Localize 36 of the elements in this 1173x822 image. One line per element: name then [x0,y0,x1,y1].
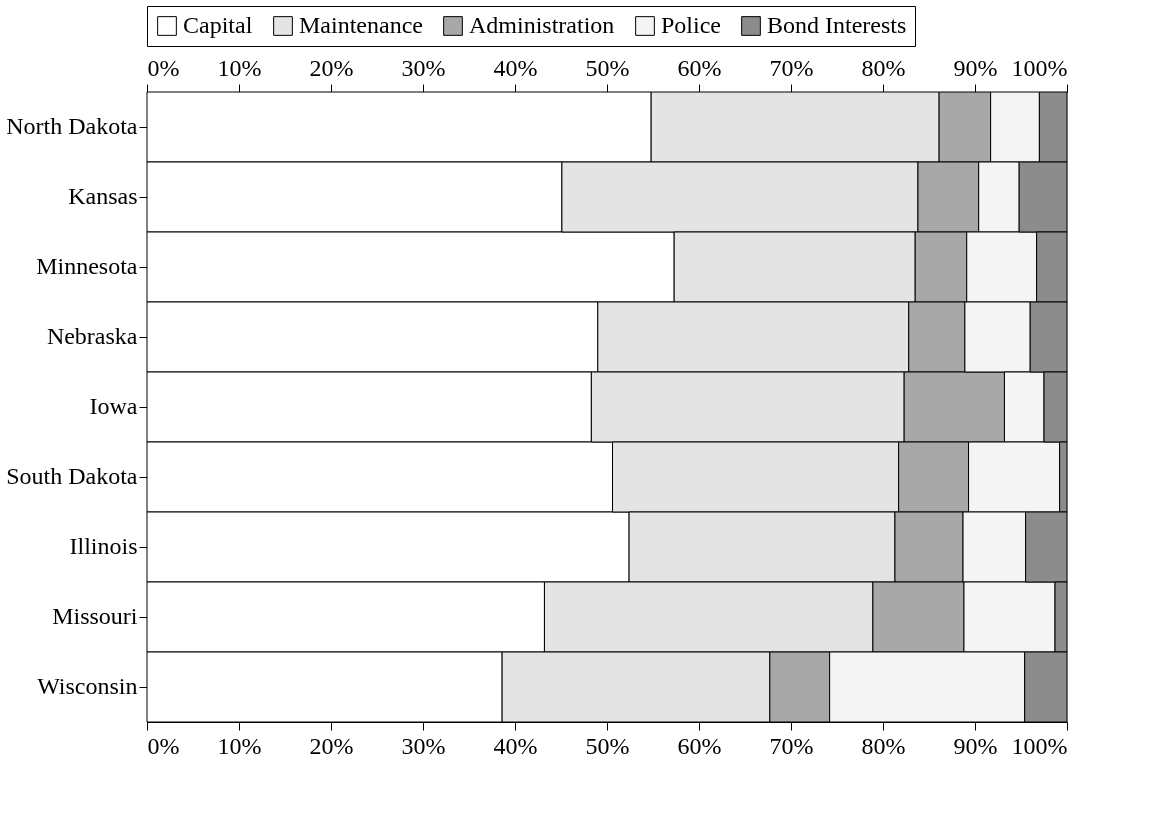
x2-tick-label: 0% [147,54,180,81]
x-tick-label: 70% [769,732,814,759]
x-tick-label: 60% [677,732,722,759]
x2-tick-label: 60% [677,54,722,81]
x2-tick-label: 10% [217,54,262,81]
y-tick-label: North Dakota [6,113,138,139]
x-tick-label: 50% [585,732,630,759]
x-tick-label: 0% [147,732,180,759]
y-tick-label: Missouri [52,603,138,629]
x-tick-label: 90% [953,732,998,759]
x2-tick-label: 90% [953,54,998,81]
y-tick-label: Nebraska [46,323,138,349]
x-tick-label: 40% [493,732,538,759]
y-tick-label: South Dakota [6,463,138,489]
y-tick-label: Iowa [89,393,138,419]
y-tick-label: Wisconsin [37,673,138,699]
y-tick-label: Minnesota [36,253,138,279]
x-tick-label: 100% [1011,732,1068,759]
legend-label: Police [661,12,721,38]
legend-label: Bond Interests [767,12,907,38]
x2-tick-label: 20% [309,54,354,81]
x2-tick-label: 100% [1011,54,1068,81]
x-tick-label: 10% [217,732,262,759]
x-tick-label: 30% [401,732,446,759]
x2-tick-label: 50% [585,54,630,81]
x2-tick-label: 30% [401,54,446,81]
legend-label: Administration [469,12,615,38]
y-tick-label: Kansas [68,183,138,209]
x2-tick-label: 80% [861,54,906,81]
x-tick-label: 20% [309,732,354,759]
x2-tick-label: 40% [493,54,538,81]
x-tick-label: 80% [861,732,906,759]
y-tick-label: Illinois [69,533,138,559]
legend-label: Capital [183,12,253,38]
x2-tick-label: 70% [769,54,814,81]
legend-label: Maintenance [299,12,423,38]
